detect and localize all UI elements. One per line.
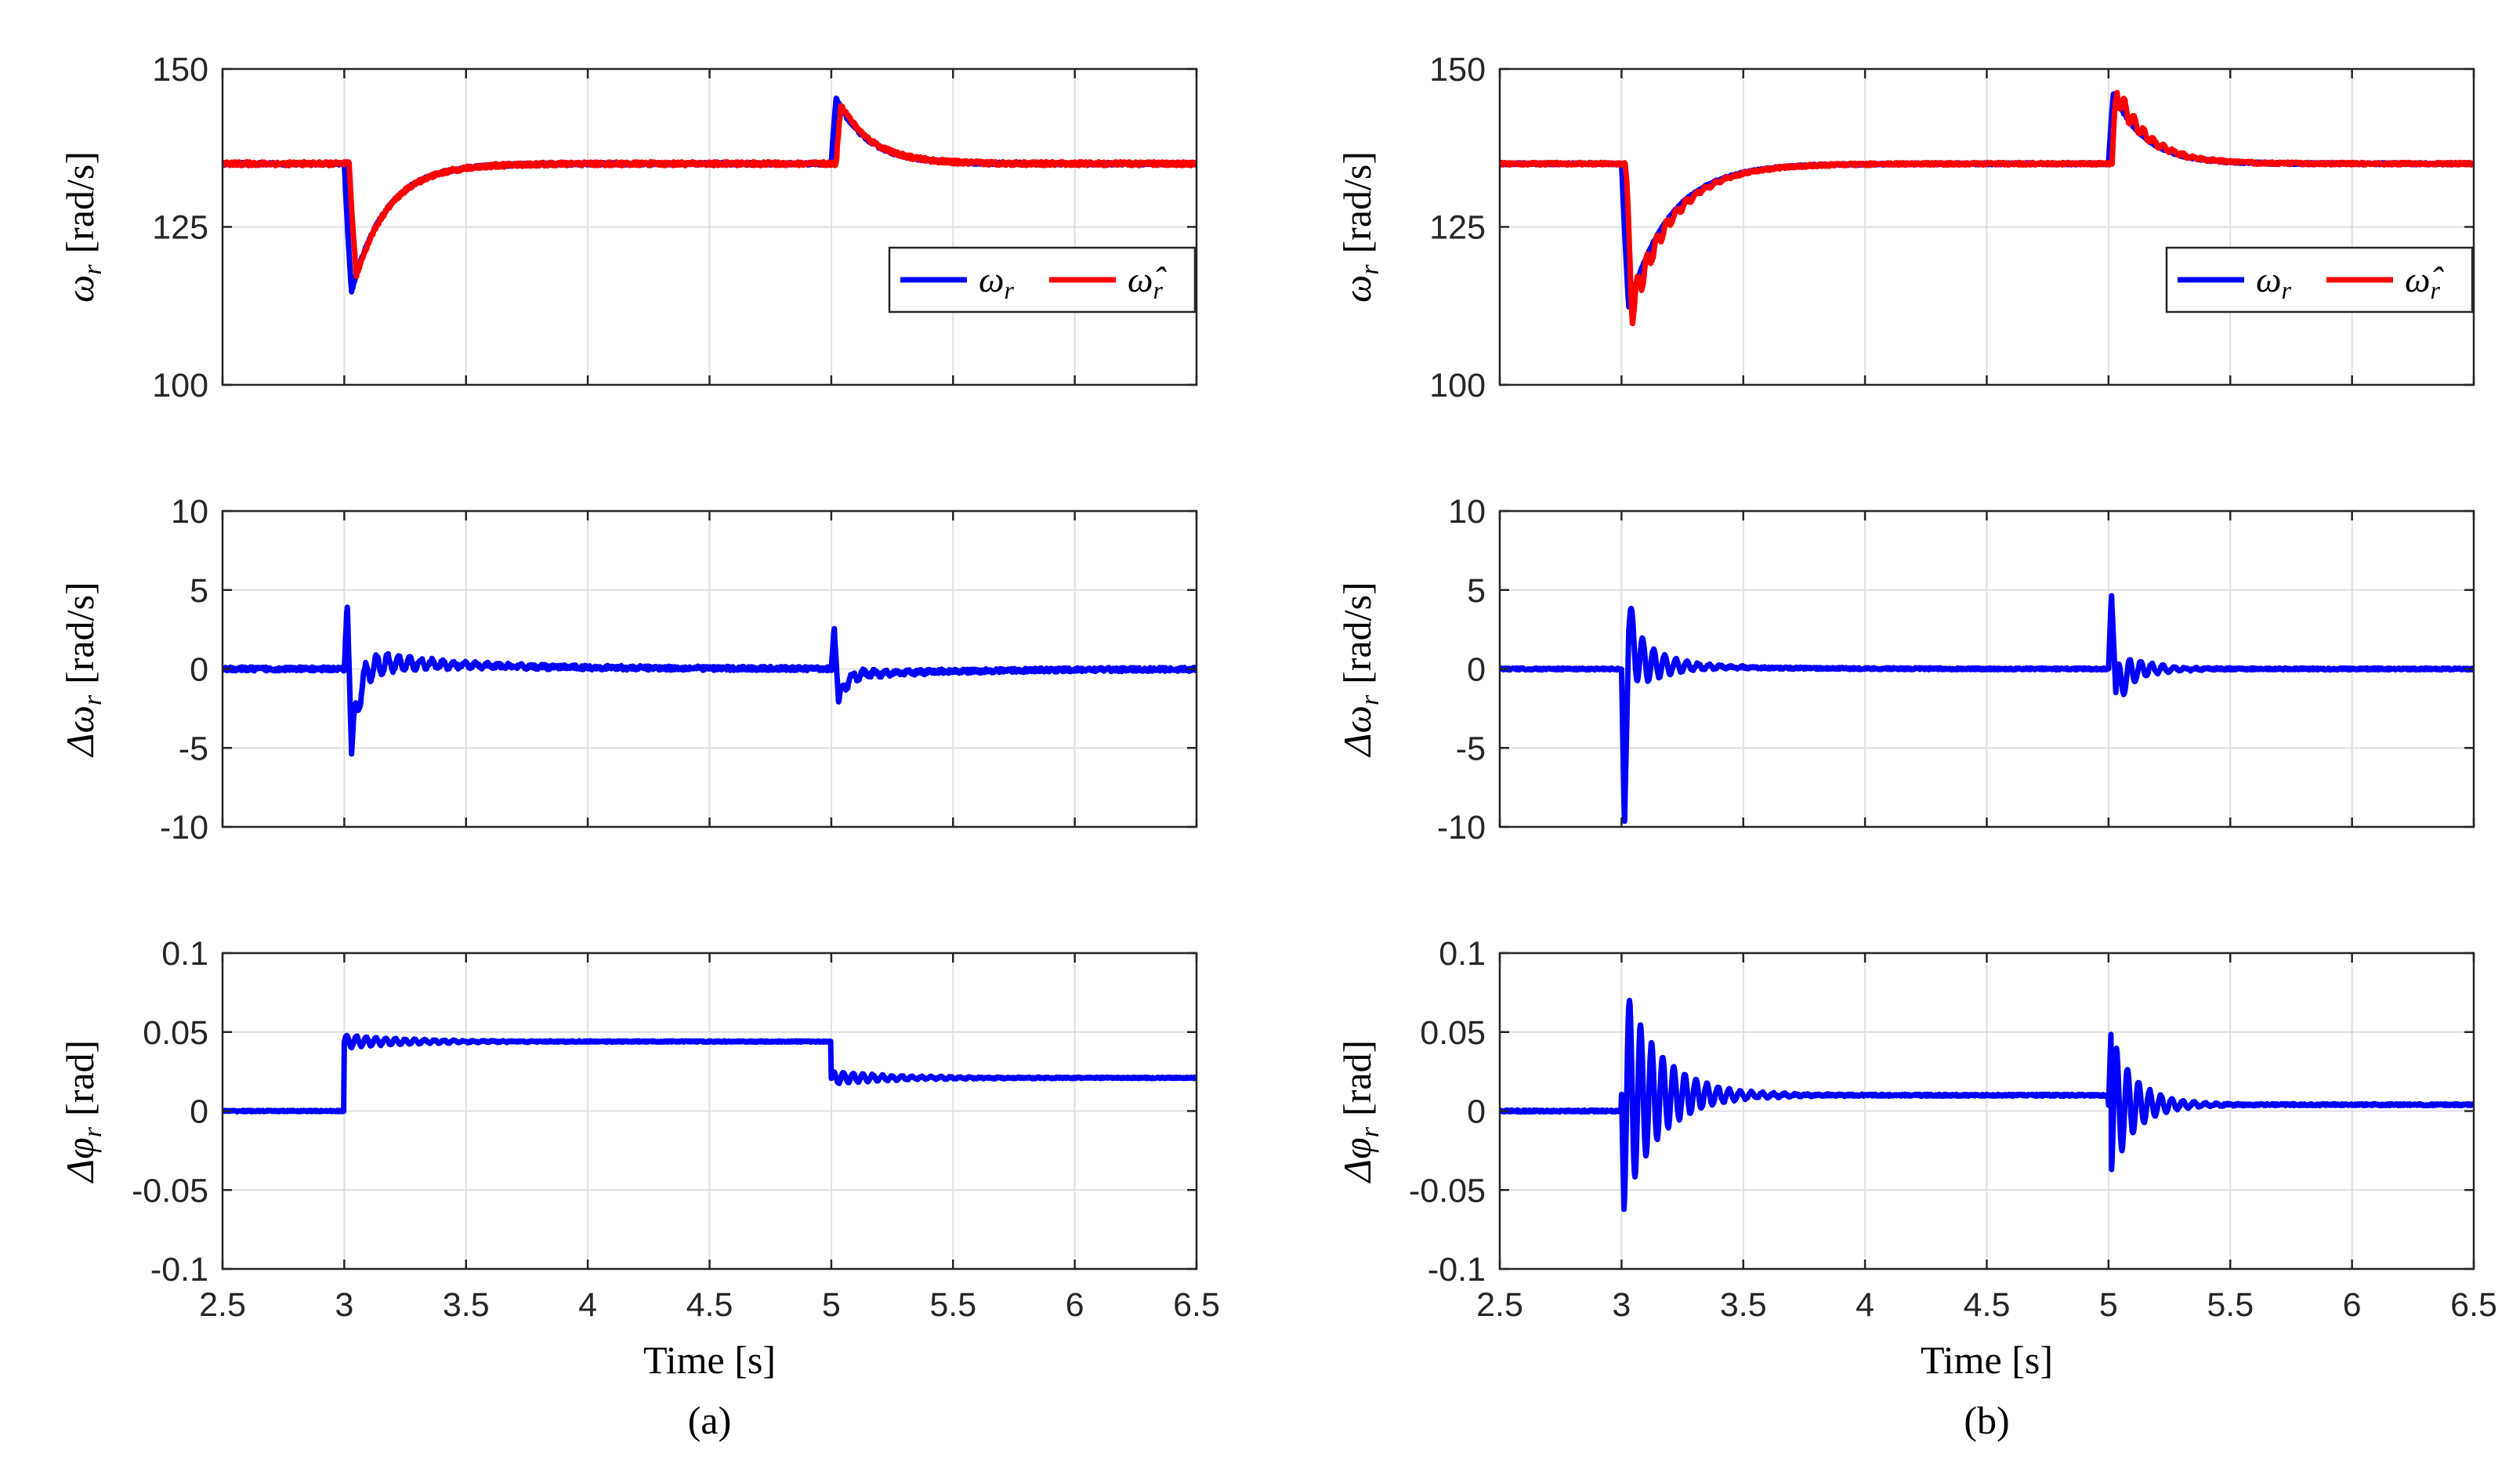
y-tick-label: -10 <box>1437 809 1486 846</box>
panel-a-mid: -10 -5 0 5 10 Δωr [rad/s] <box>58 493 1198 846</box>
y-axis-label: ωr [rad/s] <box>1335 151 1385 303</box>
y-axis-label-symbol: ω <box>58 275 102 303</box>
y-tick-label: -5 <box>179 730 208 767</box>
y-tick-label: 150 <box>152 51 208 89</box>
x-tick-label: 6.5 <box>1173 1286 1220 1324</box>
y-axis-label-symbol: Δφ <box>1335 1137 1379 1184</box>
series-group <box>223 95 1197 295</box>
x-tick-label: 6 <box>2343 1286 2362 1324</box>
x-tick-label: 3.5 <box>1720 1286 1767 1324</box>
legend-label: ωr <box>2256 259 2291 304</box>
panel-caption: (a) <box>688 1398 732 1442</box>
y-axis-label-subscript: r <box>1356 264 1385 275</box>
series-line-1 <box>1500 89 2474 327</box>
series-line-1 <box>223 103 1197 280</box>
y-tick-label: -5 <box>1456 730 1486 767</box>
y-tick-label: 0.05 <box>143 1014 208 1052</box>
y-tick-label: 0.1 <box>1439 935 1486 973</box>
x-tick-label: 4 <box>1856 1286 1874 1324</box>
y-tick-label: -10 <box>160 809 208 846</box>
x-axis-label: Time [s] <box>643 1338 776 1382</box>
legend-label-symbol: ω <box>979 259 1004 299</box>
y-tick-label: 0.05 <box>1420 1014 1486 1052</box>
series-line-0 <box>1500 998 2474 1213</box>
y-axis-label-symbol: Δω <box>58 705 102 758</box>
panel-b-bot: -0.1 -0.05 0 0.05 0.1 2.5 3 3.5 4 4.5 5 5.5 6 6.5 Time… <box>1335 935 2497 1442</box>
y-tick-label: 0 <box>1467 1093 1486 1131</box>
series-group <box>223 604 1197 757</box>
series-group <box>223 1032 1197 1115</box>
series-group <box>1500 998 2474 1213</box>
y-tick-label: 0 <box>1467 651 1486 689</box>
legend-label-subscript: r <box>2281 276 2291 304</box>
y-axis-label-unit: [rad] <box>58 1040 102 1116</box>
y-tick-label: 150 <box>1429 51 1486 89</box>
series-line-0 <box>1500 593 2474 825</box>
y-tick-label: 125 <box>1429 209 1486 247</box>
y-tick-label: 0 <box>190 651 208 689</box>
y-axis-label: ωr [rad/s] <box>58 151 107 303</box>
y-axis-label-subscript: r <box>78 264 107 275</box>
y-axis-label-subscript: r <box>78 694 107 705</box>
y-axis-label-unit: [rad/s] <box>1335 151 1379 254</box>
y-axis-label-unit: [rad/s] <box>58 151 102 254</box>
x-tick-label: 3.5 <box>443 1286 490 1324</box>
x-tick-label: 6.5 <box>2450 1286 2497 1324</box>
y-tick-label: 100 <box>152 367 208 404</box>
x-tick-label: 3 <box>1612 1286 1631 1324</box>
legend-label-subscript: r <box>1004 276 1014 304</box>
series-group <box>1500 89 2474 327</box>
legend-label-subscript: r <box>2430 276 2440 304</box>
y-axis-label-subscript: r <box>78 1126 107 1137</box>
y-tick-label: 0 <box>190 1093 208 1131</box>
x-axis-label: Time [s] <box>1921 1338 2053 1382</box>
y-axis-label-unit: [rad/s] <box>58 582 102 684</box>
y-tick-label: -0.1 <box>1428 1251 1486 1289</box>
panel-a-bot: -0.1 -0.05 0 0.05 0.1 2.5 3 3.5 4 4.5 5 5.5 6 6.5 Time… <box>58 935 1220 1442</box>
x-tick-label: 5.5 <box>929 1286 976 1324</box>
x-tick-label: 5 <box>822 1286 841 1324</box>
x-tick-label: 6 <box>1066 1286 1084 1324</box>
legend-label: ωr <box>979 259 1014 304</box>
panel-b-mid: -10 -5 0 5 10 Δωr [rad/s] <box>1335 493 2475 846</box>
y-tick-label: 125 <box>152 209 208 247</box>
y-tick-label: -0.05 <box>132 1172 208 1209</box>
series-line-0 <box>223 604 1197 757</box>
x-tick-label: 4.5 <box>1964 1286 2011 1324</box>
y-tick-label: 100 <box>1429 367 1486 404</box>
x-tick-label: 2.5 <box>1476 1286 1523 1324</box>
y-tick-label: 5 <box>190 572 208 610</box>
y-tick-label: 0.1 <box>161 935 208 973</box>
y-axis-label: Δωr [rad/s] <box>58 582 107 757</box>
y-axis-label-unit: [rad] <box>1335 1040 1379 1116</box>
y-axis-label-subscript: r <box>1356 694 1385 705</box>
x-tick-label: 5.5 <box>2207 1286 2254 1324</box>
legend-label-symbol: ω <box>2256 259 2281 299</box>
y-tick-label: -0.05 <box>1409 1172 1486 1209</box>
panel-caption: (b) <box>1964 1398 2009 1442</box>
y-axis-label: Δφr [rad] <box>1335 1040 1385 1184</box>
x-tick-label: 4 <box>578 1286 597 1324</box>
series-line-0 <box>223 1032 1197 1115</box>
x-tick-label: 5 <box>2099 1286 2118 1324</box>
y-axis-label-symbol: ω <box>1335 275 1379 303</box>
legend-label-subscript: r <box>1153 276 1163 304</box>
y-axis-label-unit: [rad/s] <box>1335 582 1379 684</box>
y-axis-label-symbol: Δω <box>1335 705 1379 758</box>
y-axis-label: Δωr [rad/s] <box>1335 582 1385 757</box>
y-axis-label-subscript: r <box>1356 1126 1385 1137</box>
y-axis-label-symbol: Δφ <box>58 1137 102 1184</box>
x-tick-label: 2.5 <box>199 1286 246 1324</box>
x-tick-label: 4.5 <box>686 1286 733 1324</box>
y-tick-label: 10 <box>1448 493 1486 531</box>
y-tick-label: -0.1 <box>150 1251 208 1289</box>
series-group <box>1500 593 2474 825</box>
y-tick-label: 5 <box>1467 572 1486 610</box>
x-tick-label: 3 <box>335 1286 353 1324</box>
y-axis-label: Δφr [rad] <box>58 1040 107 1184</box>
y-tick-label: 10 <box>171 493 208 531</box>
